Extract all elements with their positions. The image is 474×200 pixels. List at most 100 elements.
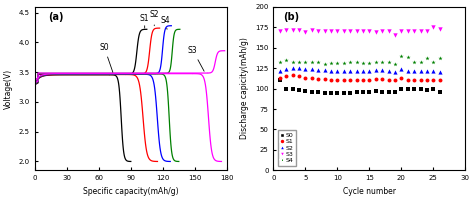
Point: [385, 90, 392, 93]
Point: [359, 78, 367, 81]
Text: (a): (a): [48, 12, 64, 22]
Point: [289, 60, 296, 63]
Point: [340, 91, 347, 94]
Point: [314, 60, 322, 63]
Point: [314, 77, 322, 80]
Point: [334, 78, 341, 81]
Point: [334, 30, 341, 33]
Point: [301, 76, 309, 79]
X-axis label: Specific capacity(mAh/g): Specific capacity(mAh/g): [83, 187, 179, 196]
Point: [410, 79, 418, 82]
Point: [372, 30, 380, 34]
Legend: S0, S1, S2, S3, S4: S0, S1, S2, S3, S4: [278, 130, 296, 166]
Point: [417, 79, 424, 82]
Point: [283, 28, 290, 31]
Point: [410, 60, 418, 63]
Point: [385, 60, 392, 63]
Point: [327, 62, 335, 65]
Point: [295, 60, 303, 63]
Point: [359, 90, 367, 93]
Point: [314, 90, 322, 93]
Point: [346, 61, 354, 64]
Point: [346, 69, 354, 72]
Point: [314, 30, 322, 33]
Point: [283, 67, 290, 70]
Point: [276, 69, 283, 72]
Point: [321, 62, 328, 66]
Point: [301, 67, 309, 70]
Point: [359, 62, 367, 65]
Point: [353, 61, 360, 64]
Point: [308, 60, 316, 63]
Point: [391, 62, 399, 66]
Text: S1: S1: [140, 14, 149, 28]
Point: [321, 91, 328, 94]
Point: [289, 66, 296, 70]
Point: [353, 90, 360, 93]
Point: [321, 30, 328, 33]
Y-axis label: Discharge capicity(mAh/g): Discharge capicity(mAh/g): [240, 38, 249, 139]
Point: [417, 88, 424, 91]
Point: [346, 91, 354, 94]
Point: [308, 29, 316, 32]
Point: [308, 90, 316, 93]
Point: [289, 74, 296, 77]
Point: [365, 69, 373, 72]
Point: [353, 69, 360, 72]
Point: [423, 79, 431, 82]
Point: [283, 75, 290, 78]
Point: [429, 70, 437, 73]
Point: [276, 76, 283, 79]
Point: [359, 69, 367, 72]
Point: [398, 76, 405, 79]
Point: [365, 30, 373, 33]
Point: [423, 89, 431, 92]
Point: [359, 30, 367, 33]
Point: [372, 89, 380, 93]
Point: [340, 62, 347, 65]
Point: [391, 78, 399, 81]
Point: [429, 61, 437, 64]
Point: [308, 67, 316, 70]
Point: [327, 30, 335, 33]
Point: [301, 89, 309, 93]
Point: [353, 78, 360, 81]
Text: S0: S0: [100, 43, 113, 72]
X-axis label: Cycle number: Cycle number: [343, 187, 396, 196]
Point: [404, 56, 411, 59]
Point: [308, 76, 316, 79]
Point: [295, 28, 303, 31]
Point: [398, 54, 405, 57]
Point: [321, 77, 328, 80]
Point: [410, 70, 418, 73]
Point: [391, 34, 399, 37]
Point: [334, 91, 341, 94]
Point: [295, 75, 303, 78]
Point: [372, 60, 380, 63]
Point: [321, 68, 328, 71]
Point: [276, 61, 283, 64]
Point: [365, 90, 373, 93]
Point: [346, 79, 354, 82]
Point: [436, 90, 444, 93]
Point: [276, 30, 283, 33]
Point: [423, 70, 431, 73]
Point: [404, 87, 411, 90]
Point: [372, 77, 380, 80]
Point: [385, 30, 392, 33]
Point: [314, 68, 322, 71]
Point: [378, 77, 386, 80]
Point: [340, 30, 347, 33]
Point: [378, 30, 386, 33]
Point: [340, 78, 347, 81]
Point: [334, 69, 341, 72]
Point: [346, 30, 354, 33]
Text: S3: S3: [188, 46, 204, 71]
Point: [327, 78, 335, 81]
Point: [353, 30, 360, 33]
Point: [327, 69, 335, 72]
Point: [283, 58, 290, 61]
Point: [398, 30, 405, 33]
Point: [404, 78, 411, 81]
Point: [436, 71, 444, 74]
